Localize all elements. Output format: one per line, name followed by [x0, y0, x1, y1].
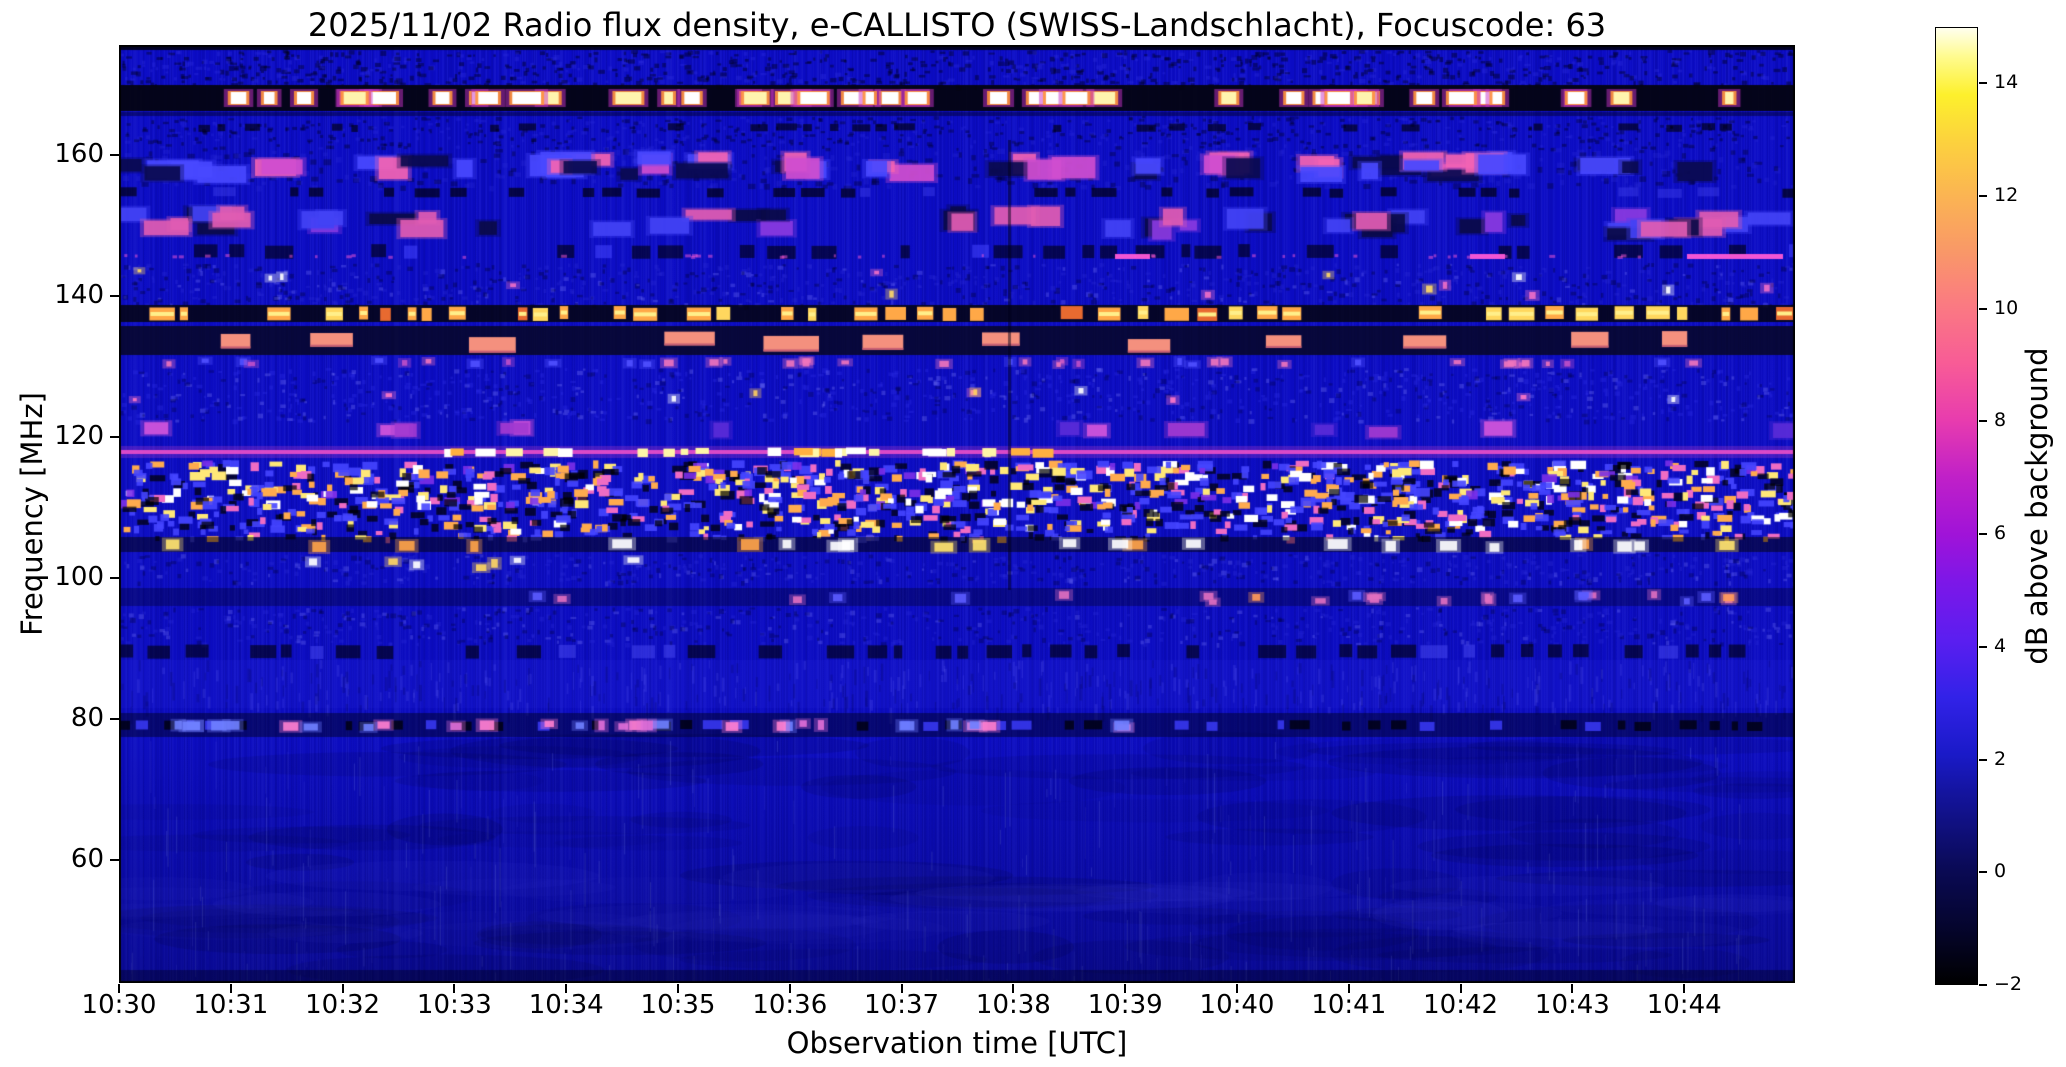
x-tick-mark: [565, 984, 568, 993]
colorbar-tick-mark: [1979, 645, 1987, 648]
x-tick-label: 10:42: [1423, 990, 1499, 1020]
x-tick-mark: [1236, 984, 1238, 993]
colorbar-tick-label: 6: [1994, 522, 2007, 545]
colorbar-tick-label: 4: [1994, 634, 2007, 657]
colorbar-tick-label: 10: [1994, 296, 2019, 319]
y-axis-label: Frequency [MHz]: [15, 392, 49, 636]
x-axis-label: Observation time [UTC]: [786, 1026, 1128, 1060]
colorbar-tick-mark: [1979, 533, 1987, 536]
x-tick-label: 10:31: [193, 990, 269, 1020]
colorbar-tick-label: 2: [1994, 747, 2007, 770]
y-tick-label: 100: [54, 562, 104, 592]
x-tick-label: 10:37: [864, 990, 940, 1020]
x-tick-label: 10:35: [640, 990, 716, 1020]
x-tick-mark: [1347, 984, 1350, 993]
x-tick-label: 10:43: [1534, 990, 1610, 1020]
x-tick-label: 10:38: [975, 990, 1051, 1020]
x-tick-label: 10:39: [1087, 990, 1163, 1020]
y-tick-label: 140: [54, 280, 104, 310]
y-tick-label: 120: [54, 421, 104, 451]
x-tick-label: 10:33: [416, 990, 492, 1020]
y-tick-label: 60: [70, 844, 104, 874]
colorbar-tick-mark: [1979, 871, 1987, 874]
colorbar-tick-label: −2: [1994, 973, 2023, 995]
x-tick-mark: [453, 984, 456, 993]
x-tick-mark: [1012, 984, 1015, 993]
y-tick-mark: [110, 577, 119, 579]
colorbar-tick-mark: [1979, 758, 1987, 761]
x-tick-mark: [1459, 984, 1462, 993]
x-tick-mark: [1683, 984, 1686, 993]
chart-title: 2025/11/02 Radio flux density, e-CALLIST…: [307, 6, 1607, 44]
x-tick-label: 10:44: [1646, 990, 1722, 1020]
x-tick-label: 10:36: [752, 990, 828, 1020]
x-tick-mark: [677, 984, 679, 993]
y-tick-mark: [110, 436, 119, 438]
y-tick-label: 160: [54, 139, 104, 169]
x-tick-mark: [229, 984, 232, 993]
y-tick-mark: [110, 718, 119, 720]
y-tick-mark: [110, 295, 119, 297]
y-tick-mark: [110, 154, 119, 156]
x-tick-label: 10:30: [81, 990, 157, 1020]
colorbar-tick-mark: [1979, 420, 1987, 423]
colorbar-tick-label: 14: [1994, 71, 2019, 94]
x-tick-mark: [341, 984, 344, 993]
y-tick-label: 80: [70, 703, 104, 733]
y-tick-mark: [110, 859, 119, 861]
colorbar-tick-label: 8: [1994, 409, 2007, 432]
colorbar-tick-label: 0: [1994, 860, 2007, 883]
x-tick-mark: [1124, 984, 1127, 993]
colorbar-tick-mark: [1979, 82, 1987, 85]
x-tick-mark: [1571, 984, 1574, 993]
x-tick-label: 10:34: [528, 990, 604, 1020]
colorbar: [1935, 27, 1978, 985]
x-tick-label: 10:41: [1311, 990, 1387, 1020]
x-tick-label: 10:40: [1199, 990, 1275, 1020]
colorbar-tick-mark: [1979, 984, 1987, 986]
colorbar-label: dB above background: [2020, 347, 2054, 665]
x-tick-mark: [900, 984, 903, 993]
x-tick-mark: [118, 984, 120, 993]
colorbar-tick-mark: [1979, 307, 1987, 310]
colorbar-tick-label: 12: [1994, 184, 2019, 207]
colorbar-tick-mark: [1979, 195, 1987, 198]
x-tick-label: 10:32: [305, 990, 381, 1020]
spectrogram-image: [119, 45, 1795, 983]
x-tick-mark: [788, 984, 791, 993]
